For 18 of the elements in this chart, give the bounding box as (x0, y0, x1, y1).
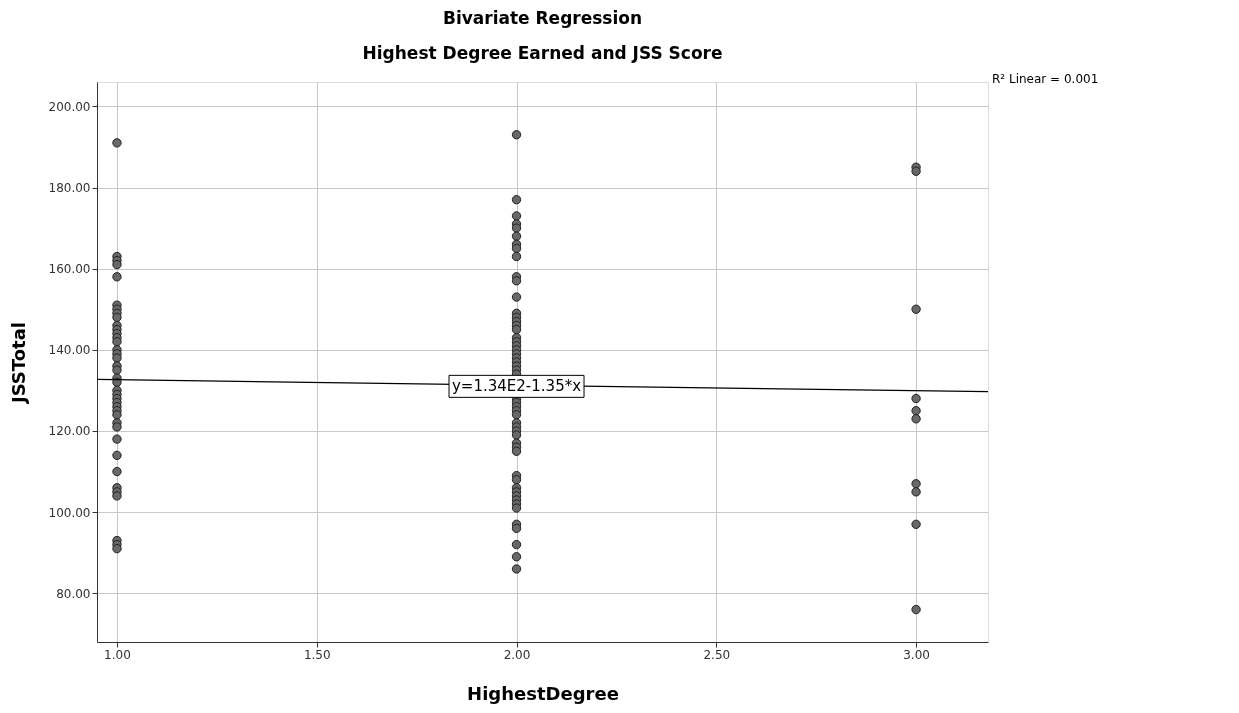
chart-title: Bivariate Regression (442, 8, 643, 28)
y-tick-label: 140.00 (48, 343, 91, 358)
y-tick-label: 160.00 (48, 262, 91, 277)
x-tick-label: 1.00 (104, 647, 131, 662)
x-axis-title: HighestDegree (467, 682, 619, 704)
x-tick-label: 2.00 (503, 647, 531, 662)
y-tick-label: 120.00 (48, 424, 91, 439)
y-tick-label: 80.00 (56, 586, 91, 601)
chart-subtitle: Highest Degree Earned and JSS Score (362, 43, 723, 63)
y-tick-label: 180.00 (48, 181, 91, 196)
y-tick-label: 100.00 (48, 505, 91, 520)
x-tick-label: 1.50 (303, 647, 331, 662)
x-tick-label: 2.50 (703, 647, 731, 662)
x-tick-label: 3.00 (903, 647, 930, 662)
y-tick-label: 200.00 (48, 99, 91, 114)
text: R² Linear = 0.001 (992, 72, 1099, 86)
annotation: y=1.34E2-1.35*x (452, 377, 582, 396)
y-axis-title: JSSTotal (7, 322, 29, 405)
